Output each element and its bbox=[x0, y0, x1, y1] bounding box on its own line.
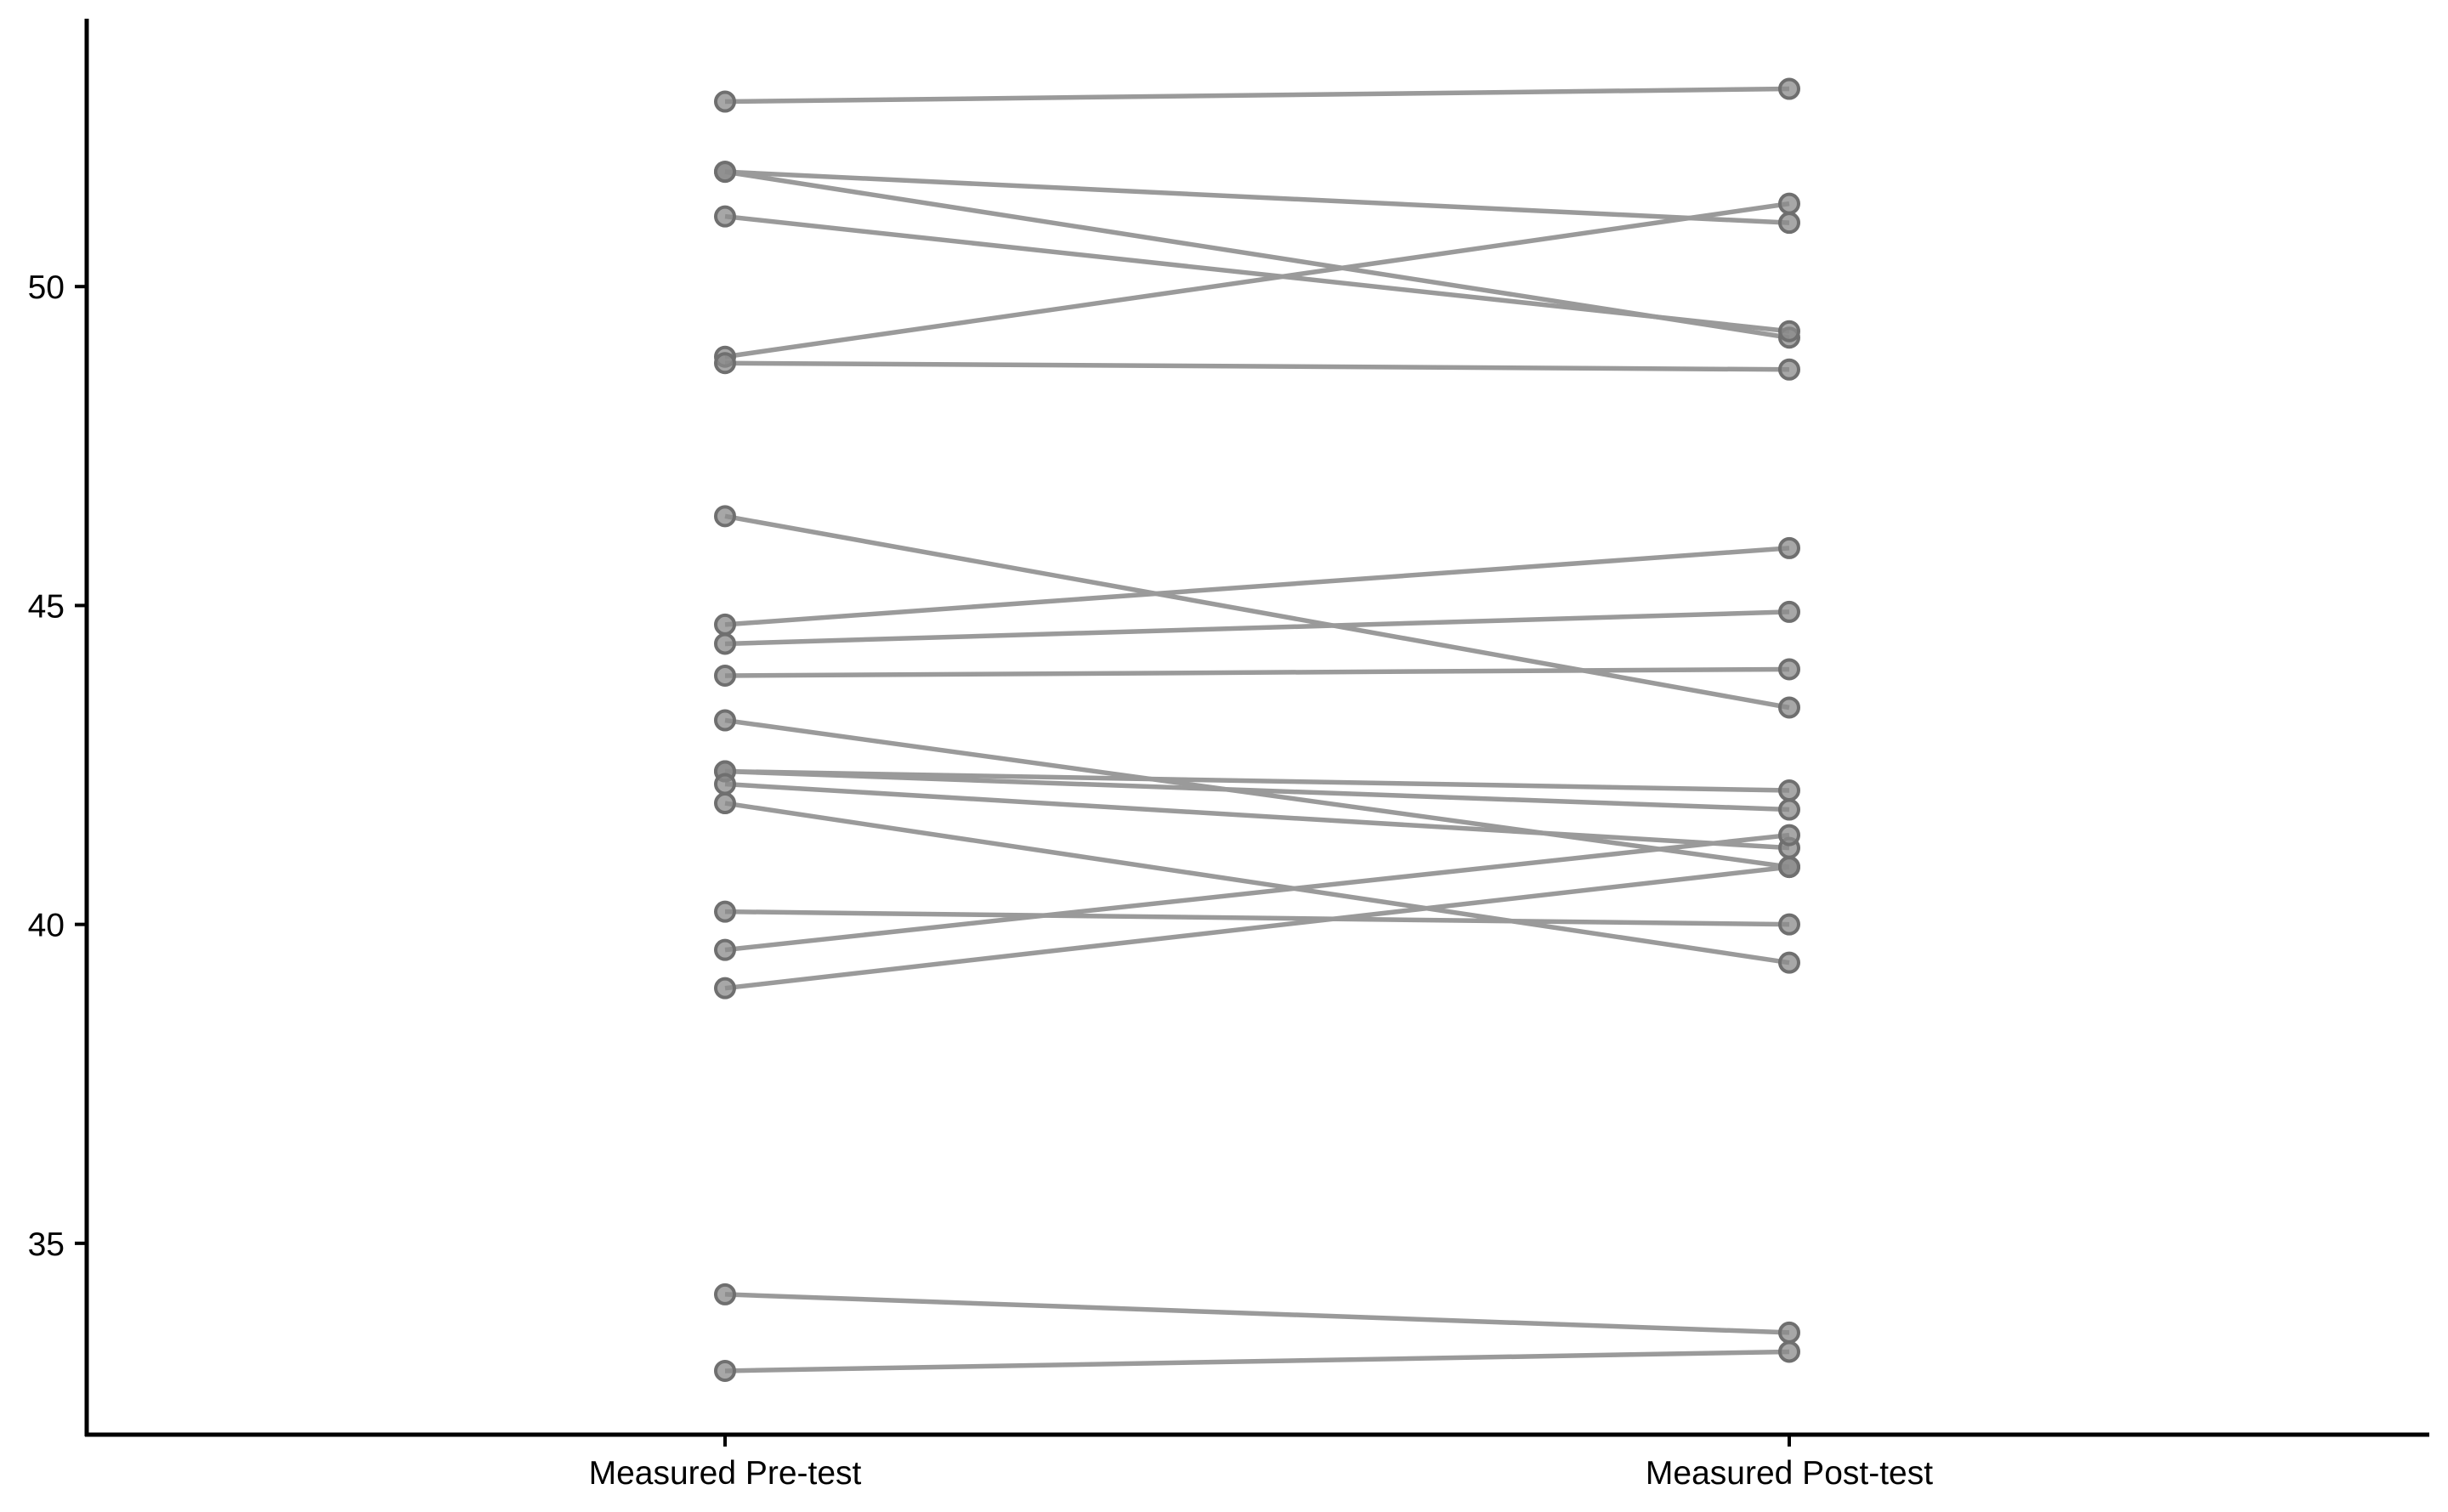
data-point-6-post bbox=[1778, 358, 1800, 381]
data-point-20-pre bbox=[714, 1359, 736, 1382]
pair-line-14 bbox=[724, 781, 1790, 851]
data-point-1-pre bbox=[714, 90, 736, 113]
pair-line-18 bbox=[724, 864, 1790, 991]
data-point-19-pre bbox=[714, 1283, 736, 1305]
data-point-10-pre bbox=[714, 664, 736, 687]
data-point-18-pre bbox=[714, 977, 736, 1000]
data-point-5-post bbox=[1778, 192, 1800, 215]
y-tick-label-50: 50 bbox=[28, 269, 65, 306]
data-point-16-post bbox=[1778, 913, 1800, 936]
pair-line-15 bbox=[724, 801, 1790, 966]
data-point-4-pre bbox=[714, 205, 736, 228]
data-point-14-pre bbox=[714, 773, 736, 796]
pair-line-17 bbox=[724, 832, 1790, 953]
y-tick-label-35: 35 bbox=[28, 1226, 65, 1263]
x-tick-label-measured-pre-test: Measured Pre-test bbox=[589, 1455, 862, 1492]
data-point-8-post bbox=[1778, 536, 1800, 559]
pair-line-16 bbox=[724, 909, 1790, 927]
data-point-13-post bbox=[1778, 798, 1800, 821]
pair-line-5 bbox=[724, 201, 1790, 360]
x-axis: Measured Pre-test Measured Post-test bbox=[85, 1432, 2429, 1492]
data-point-15-post bbox=[1778, 951, 1800, 974]
data-point-1-post bbox=[1778, 77, 1800, 100]
data-point-17-pre bbox=[714, 938, 736, 961]
pair-line-4 bbox=[724, 213, 1790, 334]
pair-line-2 bbox=[724, 169, 1790, 225]
pair-line-11 bbox=[724, 717, 1790, 869]
x-tick-label-measured-post-test: Measured Post-test bbox=[1646, 1455, 1933, 1492]
y-axis: 35 40 45 50 bbox=[28, 19, 89, 1436]
data-point-18-post bbox=[1778, 856, 1800, 879]
y-tick-label-45: 45 bbox=[28, 588, 65, 625]
paired-lines-group bbox=[724, 86, 1790, 1373]
pair-line-19 bbox=[724, 1292, 1790, 1335]
pair-line-9 bbox=[724, 609, 1790, 647]
data-point-8-pre bbox=[714, 613, 736, 636]
pair-line-10 bbox=[724, 666, 1790, 678]
pair-line-1 bbox=[724, 86, 1790, 105]
pair-line-13 bbox=[724, 768, 1790, 813]
data-point-19-post bbox=[1778, 1321, 1800, 1344]
data-point-9-pre bbox=[714, 632, 736, 655]
data-point-7-pre bbox=[714, 505, 736, 528]
pair-line-20 bbox=[724, 1349, 1790, 1373]
data-point-3-pre bbox=[714, 161, 736, 184]
data-point-6-pre bbox=[714, 352, 736, 375]
data-point-4-post bbox=[1778, 320, 1800, 343]
data-point-15-pre bbox=[714, 792, 736, 815]
data-point-9-post bbox=[1778, 600, 1800, 623]
pair-line-7 bbox=[724, 513, 1790, 711]
data-points-group bbox=[714, 77, 1800, 1382]
data-point-10-post bbox=[1778, 658, 1800, 681]
data-point-17-post bbox=[1778, 824, 1800, 847]
pair-line-6 bbox=[724, 360, 1790, 372]
data-point-12-post bbox=[1778, 779, 1800, 802]
pair-line-12 bbox=[724, 768, 1790, 793]
y-tick-label-40: 40 bbox=[28, 908, 65, 944]
data-point-7-post bbox=[1778, 696, 1800, 719]
data-point-16-pre bbox=[714, 900, 736, 923]
data-point-11-pre bbox=[714, 709, 736, 732]
data-point-2-post bbox=[1778, 212, 1800, 235]
data-point-20-post bbox=[1778, 1340, 1800, 1363]
pair-line-8 bbox=[724, 546, 1790, 627]
